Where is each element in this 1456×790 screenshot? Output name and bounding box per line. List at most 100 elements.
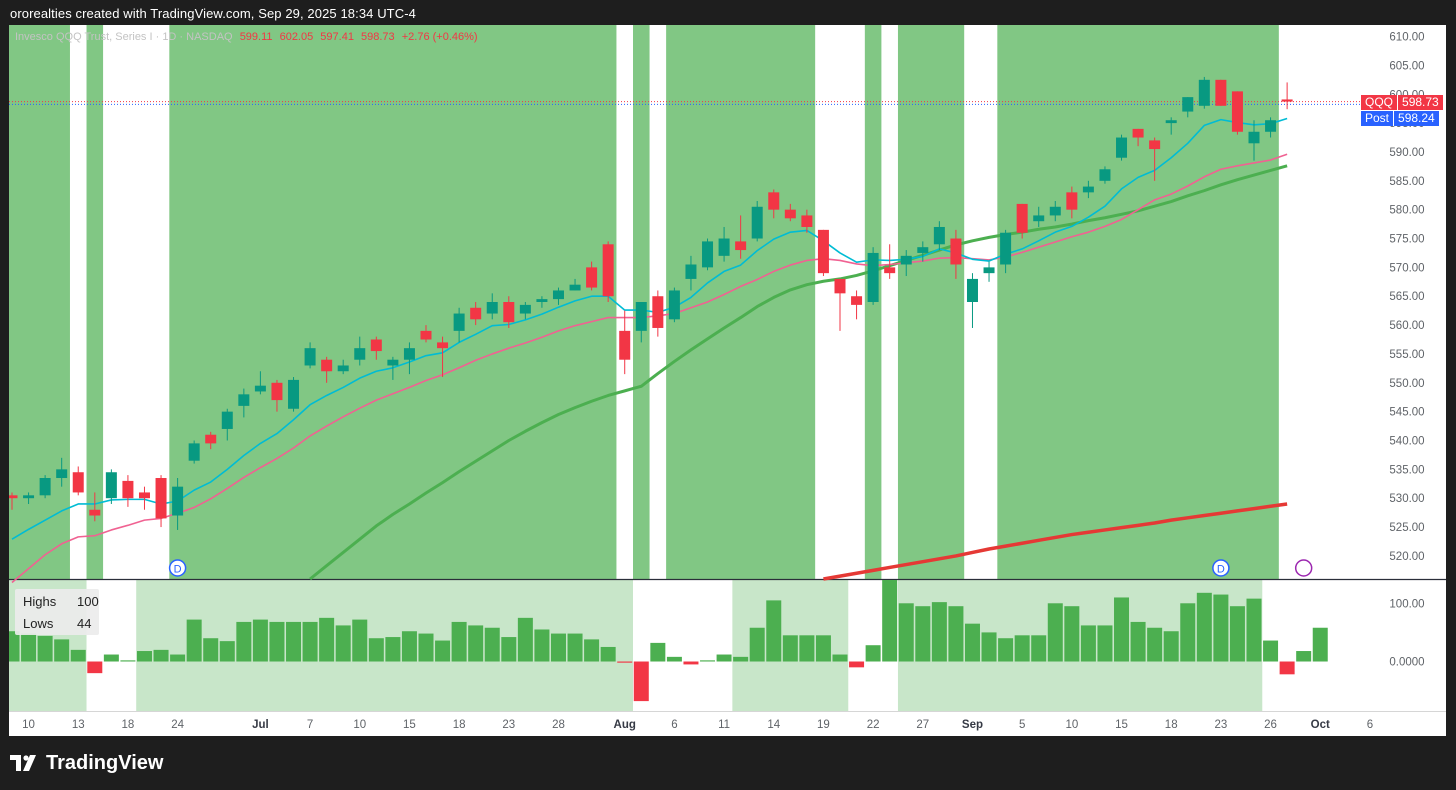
candle-body-4 [72, 472, 84, 493]
candle-body-36 [602, 244, 614, 297]
dividend-marker-label-0: D [174, 564, 182, 576]
breadth-bar-56 [931, 602, 947, 662]
breadth-bar-16 [269, 621, 285, 662]
candle-body-57 [950, 238, 962, 265]
breadth-bar-19 [319, 617, 335, 662]
breadth-bar-27 [451, 621, 467, 662]
y-tick-label-9: 565.00 [1389, 291, 1424, 303]
x-tick-label-5: 7 [307, 719, 313, 731]
x-tick-label-14: 14 [767, 719, 780, 731]
breadth-bar-66 [1097, 625, 1113, 662]
breadth-bar-41 [683, 661, 699, 665]
candle-body-3 [56, 469, 68, 479]
trend-band-6 [897, 25, 965, 579]
x-tick-label-13: 11 [718, 719, 730, 731]
highs-value: 100 [77, 594, 99, 609]
breadth-bar-55 [915, 606, 931, 662]
breadth-bar-74 [1229, 606, 1245, 662]
panel-y-tick-label-1: 100.00 [1389, 598, 1424, 610]
x-tick-label-15: 19 [817, 719, 830, 731]
breadth-bar-57 [948, 606, 964, 662]
breadth-bar-79 [1312, 627, 1328, 662]
breadth-bar-12 [203, 638, 219, 662]
ema-fast-line [11, 117, 1288, 540]
breadth-bar-70 [1163, 631, 1179, 662]
breadth-bar-31 [517, 617, 533, 662]
breadth-bar-21 [352, 619, 368, 662]
candle-body-51 [851, 296, 863, 305]
x-tick-label-18: Sep [962, 719, 983, 731]
y-tick-label-13: 585.00 [1389, 176, 1424, 188]
x-tick-label-4: Jul [252, 719, 269, 731]
breadth-bar-14 [236, 621, 252, 662]
breadth-bar-35 [584, 639, 600, 662]
candle-body-37 [619, 330, 631, 360]
chart-svg[interactable]: D D520.00525.00530.00535.00540.00545.0055… [9, 25, 1446, 736]
tradingview-logo-icon [10, 755, 36, 771]
candle-body-65 [1082, 186, 1094, 193]
breadth-bar-71 [1180, 603, 1196, 662]
candle-body-55 [917, 247, 929, 253]
breadth-bar-37 [617, 661, 633, 663]
candle-body-24 [403, 348, 415, 360]
breadth-bar-49 [815, 635, 831, 662]
candle-body-54 [900, 255, 912, 265]
price-tag-qqq-name: QQQ [1361, 95, 1398, 110]
ema-mid-line [11, 153, 1288, 584]
candle-body-25 [420, 330, 432, 340]
breadth-bar-8 [136, 651, 152, 662]
candle-body-52 [867, 252, 879, 302]
breadth-bar-10 [170, 654, 186, 662]
candle-body-19 [321, 359, 333, 372]
breadth-bar-7 [120, 660, 136, 662]
candle-body-41 [685, 264, 697, 279]
candle-body-18 [304, 348, 316, 366]
breadth-bar-29 [484, 627, 500, 662]
candle-body-5 [89, 509, 101, 516]
breadth-bar-68 [1130, 621, 1146, 662]
chart-caption: ororealties created with TradingView.com… [10, 6, 416, 21]
candle-body-58 [966, 278, 978, 302]
candle-body-34 [569, 284, 581, 291]
candle-body-9 [155, 478, 167, 519]
breadth-bar-58 [964, 623, 980, 662]
breadth-bar-51 [849, 661, 865, 668]
dividend-marker-1 [1212, 559, 1230, 577]
price-tag-qqq: QQQ 598.73 [1361, 95, 1443, 110]
breadth-bar-53 [882, 580, 898, 662]
x-tick-label-16: 22 [867, 719, 880, 731]
candle-body-64 [1066, 192, 1078, 210]
candle-body-23 [387, 359, 399, 366]
breadth-bar-75 [1246, 598, 1262, 662]
x-tick-label-26: 6 [1367, 719, 1373, 731]
candle-body-76 [1265, 120, 1277, 132]
candle-body-35 [586, 267, 598, 288]
candle-body-68 [1132, 128, 1144, 138]
breadth-bar-6 [103, 654, 119, 662]
candle-body-62 [1033, 215, 1045, 222]
y-tick-label-8: 560.00 [1389, 320, 1424, 332]
lows-value: 44 [77, 616, 92, 631]
candle-body-66 [1099, 169, 1111, 181]
breadth-bar-77 [1279, 661, 1295, 675]
sma-long-line [823, 502, 1288, 581]
breadth-bar-33 [550, 633, 566, 662]
x-tick-label-6: 10 [353, 719, 366, 731]
dividend-marker-label-1: D [1217, 564, 1225, 576]
x-tick-label-11: Aug [614, 719, 636, 731]
panel-y-tick-label-0: 0.0000 [1389, 657, 1424, 669]
breadth-bar-45 [749, 627, 765, 662]
candle-body-60 [1000, 232, 1012, 265]
breadth-bar-67 [1114, 597, 1130, 662]
candle-body-31 [519, 304, 531, 314]
candle-body-59 [983, 267, 995, 274]
candle-body-14 [238, 394, 250, 406]
candle-body-22 [370, 339, 382, 352]
chart-frame[interactable]: D D 520.00 525.00 530.00 535.00 540.00 545.00 55… [9, 25, 1446, 736]
candle-body-32 [536, 299, 548, 302]
price-tag-post-value: 598.24 [1393, 111, 1439, 126]
breadth-bar-24 [401, 631, 417, 662]
candle-body-71 [1182, 97, 1194, 112]
breadth-bar-15 [252, 619, 268, 662]
trend-band-7 [997, 25, 1279, 579]
